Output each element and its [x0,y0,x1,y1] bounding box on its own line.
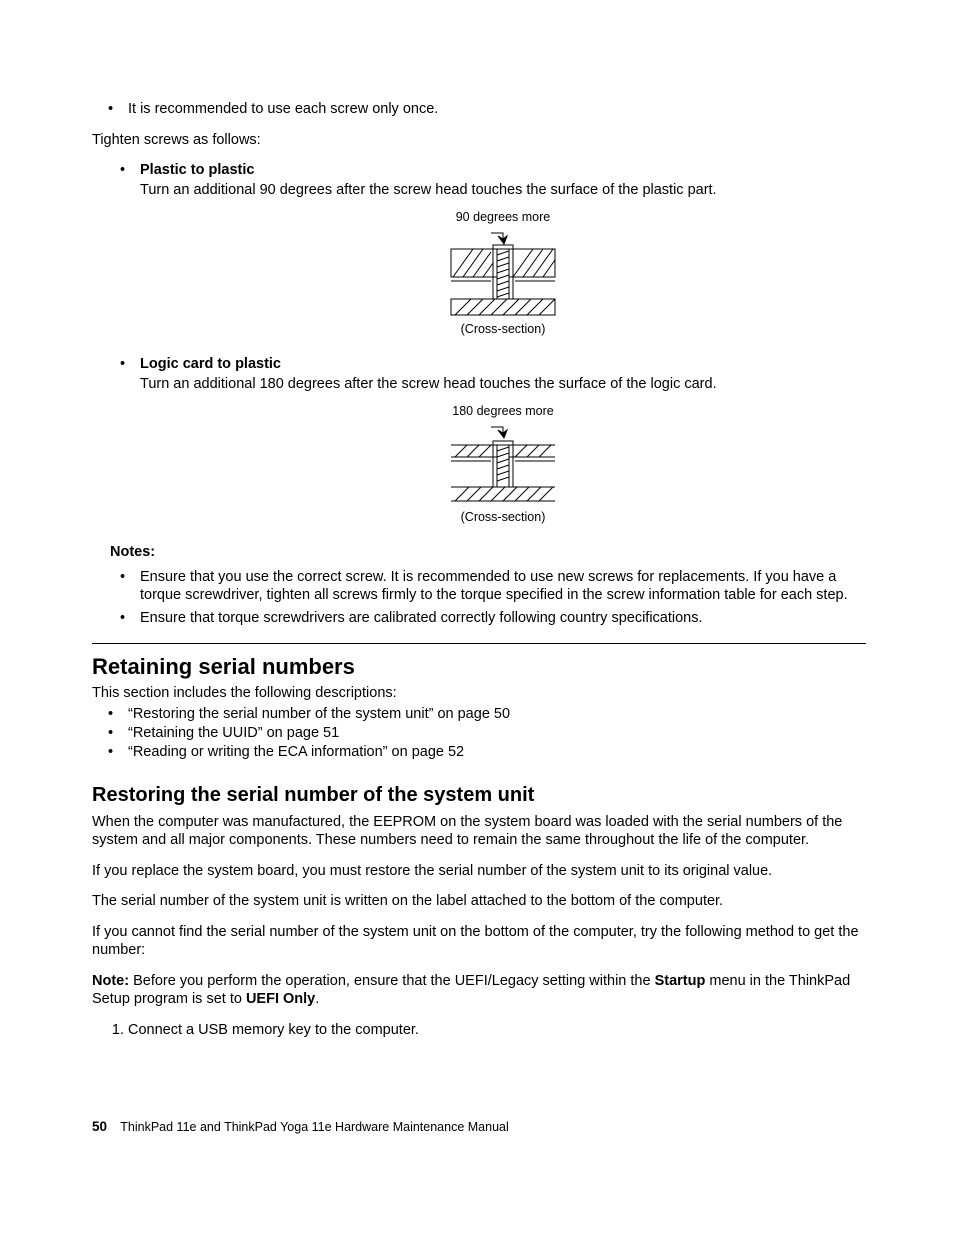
tighten-desc-1: Turn an additional 90 degrees after the … [140,181,866,200]
list-item: “Retaining the UUID” on page 51 [116,724,866,743]
cross-section-diagram-icon [441,227,565,319]
bullet-text: It is recommended to use each screw only… [128,101,438,117]
link-text: “Retaining the UUID” on page 51 [128,725,339,741]
note-text: Ensure that you use the correct screw. I… [140,569,848,604]
figure-label-2: 180 degrees more [452,404,553,418]
list-item: Ensure that you use the correct screw. I… [128,568,866,605]
list-item: Logic card to plastic Turn an additional… [128,355,866,525]
restoring-p1: When the computer was manufactured, the … [92,813,866,850]
note-text: Ensure that torque screwdrivers are cali… [140,610,703,626]
figure-label-1: 90 degrees more [456,210,551,224]
notes-label: Notes: [110,543,866,562]
section-restoring-serial: Restoring the serial number of the syste… [92,784,866,807]
tighten-list: Plastic to plastic Turn an additional 90… [92,161,866,525]
list-item: Ensure that torque screwdrivers are cali… [128,609,866,628]
note-bold-startup: Startup [655,973,706,989]
section1-lead: This section includes the following desc… [92,684,866,703]
figure-caption-1: (Cross-section) [140,321,866,337]
tighten-desc-2: Turn an additional 180 degrees after the… [140,375,866,394]
page-body: It is recommended to use each screw only… [0,0,954,1184]
link-text: “Restoring the serial number of the syst… [128,706,510,722]
list-item: It is recommended to use each screw only… [116,100,866,119]
top-bullets: It is recommended to use each screw only… [92,100,866,119]
intro-text: Tighten screws as follows: [92,131,866,150]
step-text: Connect a USB memory key to the computer… [128,1022,419,1038]
restoring-p4: If you cannot find the serial number of … [92,923,866,960]
section1-links: “Restoring the serial number of the syst… [92,705,866,762]
footer-title: ThinkPad 11e and ThinkPad Yoga 11e Hardw… [120,1120,508,1134]
notes-list: Ensure that you use the correct screw. I… [92,568,866,628]
note-end: . [315,991,319,1007]
note-label: Note: [92,973,129,989]
link-text: “Reading or writing the ECA information”… [128,744,464,760]
restoring-note: Note: Before you perform the operation, … [92,972,866,1009]
list-item: Plastic to plastic Turn an additional 90… [128,161,866,337]
tighten-title-1: Plastic to plastic [140,162,254,178]
section-divider [92,643,866,644]
restoring-p2: If you replace the system board, you mus… [92,862,866,881]
page-number: 50 [92,1119,107,1134]
list-item: “Reading or writing the ECA information”… [116,743,866,762]
list-item: “Restoring the serial number of the syst… [116,705,866,724]
page-footer: 50 ThinkPad 11e and ThinkPad Yoga 11e Ha… [92,1119,866,1134]
section-retaining-serial: Retaining serial numbers [92,654,866,680]
list-item: Connect a USB memory key to the computer… [128,1021,866,1040]
cross-section-diagram-icon [439,421,567,507]
figure-caption-2: (Cross-section) [140,509,866,525]
restoring-steps: Connect a USB memory key to the computer… [92,1021,866,1040]
restoring-p3: The serial number of the system unit is … [92,892,866,911]
note-bold-uefi: UEFI Only [246,991,315,1007]
note-pre: Before you perform the operation, ensure… [129,973,655,989]
figure-90deg: 90 degrees more [140,209,866,337]
figure-180deg: 180 degrees more [140,403,866,525]
tighten-title-2: Logic card to plastic [140,356,281,372]
